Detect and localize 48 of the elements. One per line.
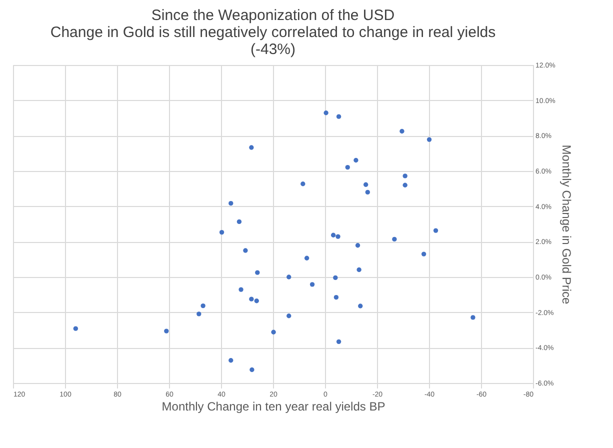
point <box>164 328 169 334</box>
point <box>236 219 242 224</box>
point <box>228 200 234 206</box>
point <box>402 182 408 188</box>
point <box>421 252 426 256</box>
point <box>333 275 338 280</box>
point <box>286 274 292 280</box>
point <box>336 114 342 119</box>
point <box>433 228 438 233</box>
point <box>426 137 432 142</box>
point <box>324 110 328 116</box>
point <box>400 128 404 134</box>
point <box>286 314 292 318</box>
x-axis-title: Monthly Change in ten year real yields BP <box>162 400 386 414</box>
point <box>345 164 350 170</box>
point <box>402 174 408 178</box>
point <box>355 243 360 248</box>
point <box>336 234 340 239</box>
point <box>354 158 358 163</box>
point <box>356 267 362 272</box>
point <box>249 145 254 150</box>
text: Change in Gold is still negatively correlated to change in real yields <box>50 24 496 41</box>
point <box>330 232 336 238</box>
point <box>250 367 254 372</box>
point <box>254 298 259 304</box>
point <box>219 230 224 235</box>
point <box>249 296 254 302</box>
point <box>271 330 276 334</box>
point <box>243 248 248 253</box>
point <box>228 358 234 363</box>
point <box>200 303 206 308</box>
point <box>392 236 397 242</box>
point <box>238 287 244 292</box>
text: (-43%) <box>250 41 296 58</box>
point <box>196 312 202 316</box>
point <box>300 182 306 186</box>
point <box>358 304 363 308</box>
point <box>304 256 310 260</box>
text: Since the Weaponization of the USD <box>151 7 395 24</box>
point <box>334 294 339 300</box>
point <box>255 270 260 275</box>
point <box>363 182 368 187</box>
y-axis-title: Monthly Change in Gold Price <box>559 144 574 305</box>
point <box>365 190 370 195</box>
point <box>310 282 315 287</box>
point <box>73 326 78 331</box>
point <box>336 339 342 344</box>
point <box>470 315 476 320</box>
